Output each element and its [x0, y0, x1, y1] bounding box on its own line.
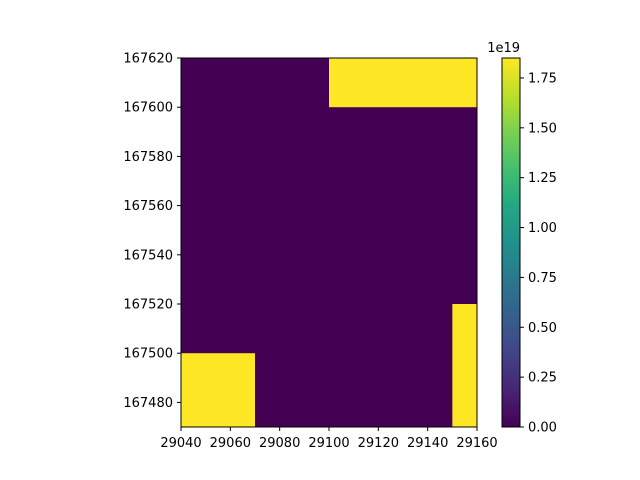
colorbar-tick-label: 1.75	[528, 71, 557, 86]
y-tick-label: 167540	[123, 248, 173, 263]
colorbar-ticks: 0.00 0.25 0.50 0.75 1.00 1.25 1.50 1.75	[520, 71, 557, 436]
colorbar: 0.00 0.25 0.50 0.75 1.00 1.25 1.50 1.75 1e19	[487, 41, 557, 436]
x-tick-label: 29060	[210, 436, 251, 451]
x-tick-label: 29160	[456, 436, 497, 451]
colorbar-tick-label: 1.00	[528, 221, 557, 236]
y-tick-label: 167500	[123, 347, 173, 362]
colorbar-tick-label: 0.00	[528, 421, 557, 436]
colorbar-tick-label: 0.25	[528, 371, 557, 386]
y-axis: 167480 167500 167520 167540 167560 167580 1676…	[123, 52, 181, 411]
y-tick-label: 167480	[123, 396, 173, 411]
colorbar-frame	[501, 57, 521, 428]
y-tick-label: 167560	[123, 199, 173, 214]
x-tick-label: 29080	[259, 436, 300, 451]
x-tick-label: 29040	[160, 436, 201, 451]
heatmap-cells	[181, 58, 477, 427]
colorbar-tick-label: 1.25	[528, 171, 557, 186]
y-tick-label: 167520	[123, 298, 173, 313]
colorbar-tick-label: 0.75	[528, 271, 557, 286]
heatmap-cell-1	[329, 58, 477, 108]
x-tick-label: 29140	[407, 436, 448, 451]
plot-frame	[180, 57, 478, 428]
colorbar-tick-label: 1.50	[528, 121, 557, 136]
colorbar-offset-label: 1e19	[487, 41, 520, 56]
y-tick-label: 167620	[123, 52, 173, 67]
heatmap-cell-2	[181, 353, 255, 427]
x-axis: 29040 29060 29080 29100 29120 29140 29160	[160, 427, 498, 451]
colorbar-gradient	[502, 58, 520, 427]
y-tick-label: 167600	[123, 101, 173, 116]
heatmap-cell-3	[452, 304, 477, 427]
y-tick-label: 167580	[123, 150, 173, 165]
x-tick-label: 29100	[308, 436, 349, 451]
colorbar-tick-label: 0.50	[528, 321, 557, 336]
x-tick-label: 29120	[358, 436, 399, 451]
